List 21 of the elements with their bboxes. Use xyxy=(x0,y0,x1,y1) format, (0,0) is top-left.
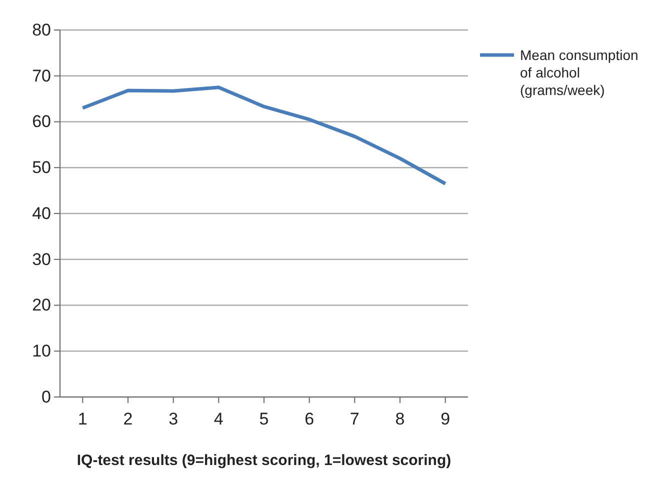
y-tick-label: 20 xyxy=(32,296,51,315)
y-tick-label: 0 xyxy=(42,387,51,406)
y-tick-label: 50 xyxy=(32,158,51,178)
x-tick-label: 2 xyxy=(123,410,133,429)
x-tick-label: 7 xyxy=(350,410,360,429)
y-tick-label: 70 xyxy=(32,66,51,86)
line-series xyxy=(80,86,448,186)
x-tick-label: 5 xyxy=(259,410,269,429)
x-tick-label: 1 xyxy=(78,410,88,429)
y-tick-label: 60 xyxy=(32,112,51,132)
y-tick-label: 80 xyxy=(32,20,51,40)
x-tick-label: 4 xyxy=(214,410,224,429)
x-axis-title: IQ-test results (9=highest scoring, 1=lowest scoring) xyxy=(76,452,452,469)
x-tick-label: 9 xyxy=(440,410,450,429)
y-tick-label: 30 xyxy=(32,250,51,269)
legend-label: Mean consumption of alcohol (grams/week) xyxy=(520,47,638,98)
y-tick-label: 10 xyxy=(32,342,51,361)
x-tick-label: 6 xyxy=(304,410,314,429)
y-tick-label: 40 xyxy=(32,204,51,223)
x-tick-label: 8 xyxy=(395,410,405,429)
x-tick-label: 3 xyxy=(168,410,178,429)
